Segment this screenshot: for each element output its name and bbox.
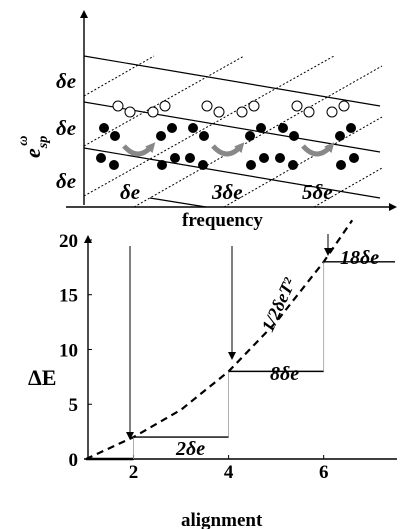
filled-orbital [170,153,180,163]
y-ticks: 0 5 10 15 20 [59,231,92,471]
filled-orbital [336,160,346,170]
frequency-label: 5δe [302,180,333,204]
filled-orbital [346,123,356,133]
cluster-3 [275,100,359,170]
y-tick-label: 15 [59,286,78,307]
filled-orbital [99,123,109,133]
curve-label: 1/2δeT² [257,274,299,334]
step-label: 2δe [175,438,205,460]
bottom-y-axis-label: ΔE [28,365,56,390]
filled-orbital [278,123,288,133]
filled-orbital [289,131,299,141]
level-spacing-label: δe [56,169,76,193]
excitation-arrow-icon [301,142,335,157]
filled-orbital [157,160,167,170]
empty-orbital [213,106,225,118]
x-tick-label: 6 [319,462,329,483]
top-y-axis-label: espω [16,136,51,158]
filled-orbital [349,153,359,163]
filled-orbital [246,160,256,170]
filled-orbital [198,160,208,170]
cluster-2 [185,100,269,170]
excitation-arrow-icon [211,142,245,157]
empty-orbital [112,100,124,112]
frequency-label: 3δe [211,180,243,204]
filled-orbital [156,131,166,141]
top-x-axis-label: frequency [182,210,263,231]
filled-orbital [110,131,120,141]
quadratic-curve [85,219,354,460]
step-label: 8δe [270,363,299,385]
filled-orbital [185,153,195,163]
filled-orbital [199,131,209,141]
y-tick-label: 10 [59,340,78,361]
empty-orbital [201,100,213,112]
filled-orbital [167,123,177,133]
cluster-1 [96,100,180,170]
filled-orbital [259,153,269,163]
empty-orbital [248,100,260,112]
y-tick-label: 20 [59,231,78,252]
filled-orbital [275,153,285,163]
bottom-x-axis-label: alignment [181,510,263,529]
dotted-level-lines [83,55,383,208]
x-tick-label: 2 [129,462,139,483]
filled-orbital [96,153,106,163]
empty-orbital [124,106,136,118]
filled-orbital [109,160,119,170]
empty-orbital [159,100,171,112]
excitation-arrow-icon [122,142,156,157]
filled-orbital [188,123,198,133]
empty-orbital [236,106,248,118]
filled-orbital [335,131,345,141]
y-tick-label: 5 [69,395,79,416]
x-tick-label: 4 [224,462,234,483]
bottom-panel: 0 5 10 15 20 2 4 6 ΔE alignment 1/2δeT² 2δe 8δ… [28,219,397,529]
level-spacing-label: δe [56,69,76,93]
level-spacing-label: δe [56,116,76,140]
frequency-label: δe [120,180,140,204]
empty-orbital [291,100,303,112]
filled-orbital [256,123,266,133]
top-panel: espω δe δe δe δe 3δe 5δe frequency [16,10,397,231]
filled-orbital [245,131,255,141]
empty-orbital [326,106,338,118]
filled-orbital [288,160,298,170]
step-label: 18δe [340,247,379,269]
empty-orbital [147,106,159,118]
empty-orbital [303,106,315,118]
y-tick-label: 0 [69,450,79,471]
empty-orbital [338,100,350,112]
